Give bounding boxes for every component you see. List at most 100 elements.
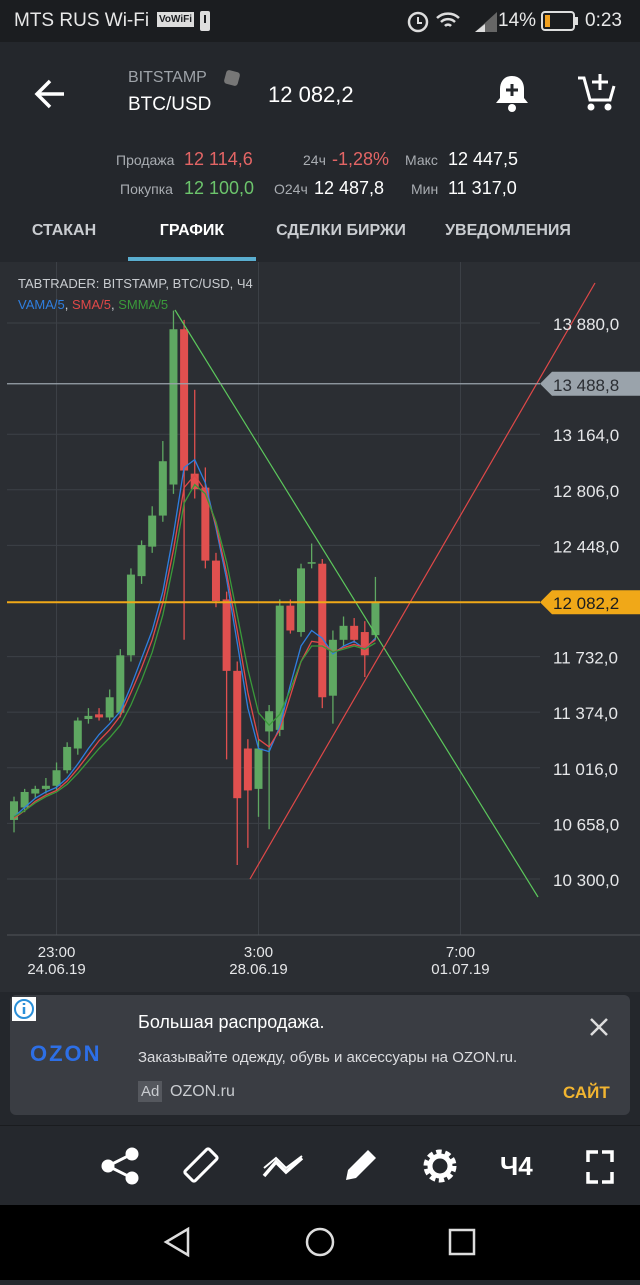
- status-bar: MTS RUS Wi-Fi VoWiFi 14% 0:23: [0, 0, 640, 42]
- candle-body: [243, 748, 252, 791]
- fullscreen-button[interactable]: [586, 1150, 614, 1184]
- nav-bar: [0, 1205, 640, 1280]
- vowifi: VoWiFi: [157, 12, 195, 27]
- candle-body: [371, 602, 380, 636]
- candle-body: [84, 715, 93, 720]
- x-tick-label: 23:00: [38, 944, 76, 961]
- candle-body: [41, 785, 50, 789]
- legend-entry: SMMA/5: [118, 297, 168, 312]
- candle-body: [339, 625, 348, 640]
- settings-button[interactable]: [423, 1149, 457, 1183]
- ad-close[interactable]: [588, 1016, 610, 1038]
- x-tick-date: 01.07.19: [431, 961, 489, 978]
- indicator-button[interactable]: [262, 1156, 304, 1178]
- carrier: MTS RUS Wi-Fi: [14, 10, 150, 31]
- candle-body: [31, 788, 40, 794]
- candle-body: [233, 670, 242, 799]
- legend: VAMA/5, SMA/5, SMMA/5: [18, 297, 168, 312]
- open-value: 12 487,8: [314, 178, 385, 198]
- tab[interactable]: УВЕДОМЛЕНИЯ: [445, 222, 571, 239]
- ad-brand: OZON: [30, 1041, 102, 1066]
- candle-body: [297, 568, 306, 633]
- nav-home[interactable]: [305, 1227, 335, 1257]
- sell-value: 12 114,6: [184, 149, 253, 169]
- indicator-icon: [263, 1155, 303, 1170]
- ad-domain: OZON.ru: [170, 1083, 235, 1100]
- candle-body: [286, 605, 295, 631]
- timeframe-button[interactable]: Ч4: [500, 1151, 533, 1181]
- y-tick-label: 13 164,0: [553, 426, 619, 445]
- y-tick-label: 11 732,0: [553, 649, 618, 668]
- candle-body: [318, 563, 327, 698]
- candle-body: [275, 605, 284, 730]
- exchange: BITSTAMP: [128, 69, 207, 86]
- candle-body: [169, 329, 178, 485]
- trend-line: [174, 309, 539, 898]
- ruler-button[interactable]: [183, 1147, 219, 1183]
- tab[interactable]: СДЕЛКИ БИРЖИ: [276, 222, 406, 239]
- status-icons: [407, 11, 497, 33]
- battery-icon: [541, 11, 578, 31]
- y-tick-label: 10 658,0: [553, 815, 619, 834]
- last-price: 12 082,2: [268, 82, 354, 107]
- sell-label: Продажа: [116, 152, 175, 168]
- candle-body: [307, 562, 316, 564]
- y-tick-label: 12 806,0: [553, 482, 619, 501]
- header: BITSTAMP BTC/USD 12 082,2 Продажа 12 114…: [0, 42, 640, 262]
- price-tag: [540, 371, 640, 396]
- candle-body: [190, 473, 199, 490]
- ad-cta[interactable]: САЙТ: [563, 1083, 610, 1102]
- cart-button[interactable]: [576, 72, 620, 114]
- candle-body: [63, 746, 72, 771]
- toolbar-icons: [101, 1147, 614, 1185]
- ad-text: Заказывайте одежду, обувь и аксессуары н…: [138, 1049, 518, 1066]
- legend-separator: ,: [65, 297, 72, 312]
- tab[interactable]: ГРАФИК: [159, 222, 225, 239]
- battery-percent: 14%: [498, 10, 537, 31]
- ad-banner[interactable]: OZON Большая распродажа. Заказывайте оде…: [10, 995, 630, 1115]
- ad-info-icon[interactable]: [12, 997, 36, 1021]
- tab-indicator: [128, 257, 256, 261]
- y-tick-label: 10 300,0: [553, 871, 619, 890]
- chart: TABTRADER: BITSTAMP, BTC/USD, Ч4 VAMA/5,…: [0, 262, 640, 992]
- back-button[interactable]: [30, 76, 70, 112]
- draw-button[interactable]: [346, 1150, 376, 1180]
- candle-body: [137, 545, 146, 577]
- tab[interactable]: СТАКАН: [31, 222, 97, 239]
- candle-body: [265, 711, 274, 732]
- candle-body: [148, 515, 157, 547]
- nav-recent[interactable]: [448, 1228, 476, 1256]
- candle-body: [222, 599, 231, 671]
- legend-entry: SMA/5: [72, 297, 111, 312]
- chart-title: TABTRADER: BITSTAMP, BTC/USD, Ч4: [18, 276, 253, 291]
- candle-body: [20, 791, 29, 808]
- ma-line: [13, 483, 376, 818]
- min-value: 11 317,0: [448, 178, 517, 198]
- candle-body: [158, 461, 167, 516]
- pair: BTC/USD: [128, 94, 212, 115]
- change-value: -1,28%: [332, 149, 390, 169]
- trend-line: [249, 282, 596, 880]
- toolbar: Ч4: [0, 1125, 640, 1206]
- y-tick-label: 12 448,0: [553, 537, 619, 556]
- candle-body: [10, 801, 19, 820]
- candle-body: [126, 574, 135, 656]
- price-tag: [540, 590, 640, 615]
- candle-body: [201, 487, 210, 561]
- y-tick-label: 11 016,0: [553, 760, 618, 779]
- min-label: Мин: [411, 181, 439, 197]
- ma-line: [13, 458, 376, 818]
- y-tick-label: 11 374,0: [553, 704, 618, 723]
- nav-back[interactable]: [163, 1226, 190, 1258]
- max-label: Макс: [405, 152, 438, 168]
- nav-buttons: [163, 1226, 476, 1258]
- alert-button[interactable]: [492, 72, 532, 114]
- max-value: 12 447,5: [448, 149, 519, 169]
- share-button[interactable]: [101, 1147, 139, 1185]
- open-label: O24ч: [274, 181, 308, 197]
- buy-label: Покупка: [120, 181, 173, 197]
- ad-tag: Ad: [138, 1081, 163, 1102]
- candle-body: [211, 560, 220, 601]
- x-tick-date: 28.06.19: [229, 961, 287, 978]
